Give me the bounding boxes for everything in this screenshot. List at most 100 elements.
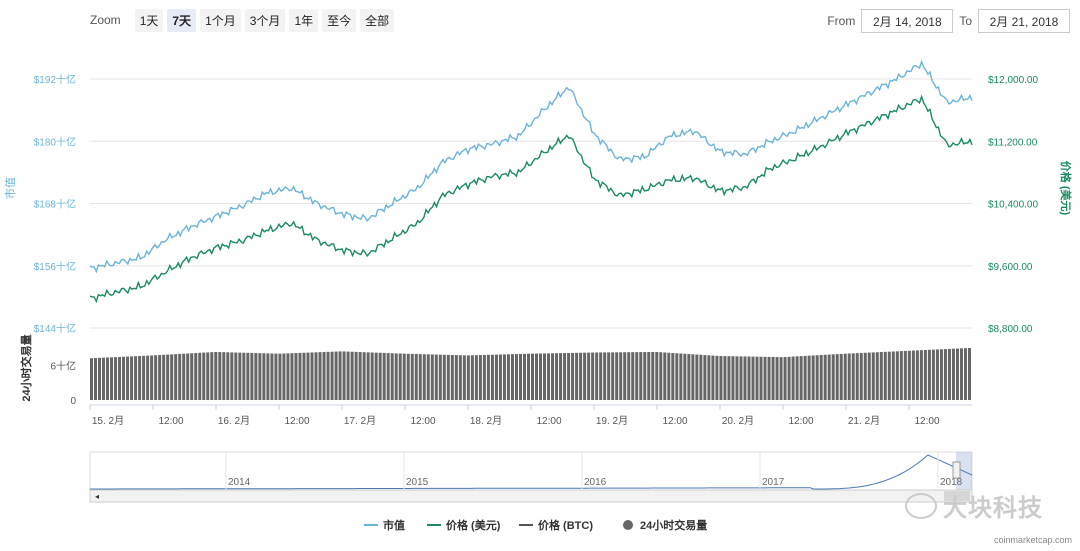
x-axis-tick-label: 20. 2月	[722, 415, 754, 427]
scroll-left-arrow-icon[interactable]: ◂	[95, 492, 99, 501]
volume-bar	[374, 352, 378, 400]
volume-bar	[262, 353, 266, 400]
volume-bar	[142, 355, 146, 400]
volume-bar	[631, 352, 635, 400]
volume-bar	[539, 353, 543, 400]
zoom-button-7d[interactable]: 7天	[167, 8, 197, 32]
volume-bar	[791, 356, 795, 400]
volume-bar	[334, 351, 338, 400]
volume-bar	[454, 355, 458, 400]
volume-bar	[759, 356, 763, 400]
volume-bar	[514, 354, 518, 400]
legend-item-market-cap[interactable]: 市值	[383, 518, 405, 532]
date-range: From To	[827, 9, 1070, 33]
right-axis-title: 价格 (美元)	[1059, 161, 1073, 216]
volume-bar	[771, 356, 775, 400]
navigator-handle-left[interactable]	[952, 461, 961, 479]
volume-bar	[803, 355, 807, 400]
volume-bar	[414, 354, 418, 400]
right-axis-tick-label: $12,000.00	[988, 75, 1038, 86]
volume-bar	[739, 356, 743, 400]
volume-bar	[122, 356, 126, 400]
to-date-input[interactable]	[978, 9, 1070, 33]
volume-bar	[438, 354, 442, 400]
x-axis-tick-label: 12:00	[158, 416, 183, 427]
legend-item-price-usd[interactable]: 价格 (美元)	[446, 518, 501, 532]
volume-bar	[711, 355, 715, 400]
axes: $144十亿 $156十亿 $168十亿 $180十亿 $192十亿 $8,800.00 $…	[34, 73, 1039, 427]
volume-bar	[318, 352, 322, 400]
volume-bar	[555, 353, 559, 400]
volume-bar	[430, 354, 434, 400]
volume-bar	[619, 352, 623, 400]
volume-bar	[242, 352, 246, 400]
legend-marker-volume	[623, 520, 633, 530]
volume-bar	[266, 353, 270, 400]
volume-bar	[835, 354, 839, 400]
legend-item-price-btc[interactable]: 价格 (BTC)	[538, 518, 593, 532]
volume-bar	[923, 350, 927, 400]
scrollbar-thumb[interactable]	[944, 491, 970, 501]
volume-bar	[342, 351, 346, 400]
legend-item-volume[interactable]: 24小时交易量	[640, 518, 707, 532]
navigator-year-label: 2015	[406, 477, 429, 488]
navigator-year-label: 2017	[762, 477, 785, 488]
x-axis-tick-label: 19. 2月	[596, 415, 628, 427]
volume-bar	[947, 348, 951, 400]
volume-bar	[326, 351, 330, 400]
volume-bar	[723, 356, 727, 400]
volume-bar	[783, 357, 787, 400]
volume-bar	[851, 353, 855, 400]
from-date-input[interactable]	[861, 9, 954, 33]
volume-bar	[446, 354, 450, 400]
zoom-button-ytd[interactable]: 至今	[322, 8, 357, 32]
navigator-scrollbar[interactable]	[89, 489, 973, 503]
zoom-button-1y[interactable]: 1年	[289, 8, 319, 32]
volume-bar	[663, 352, 667, 400]
zoom-button-1d[interactable]: 1天	[134, 8, 164, 32]
volume-bar	[506, 354, 510, 400]
volume-bar	[939, 349, 943, 400]
volume-bar	[106, 357, 110, 400]
volume-bar	[859, 352, 863, 400]
volume-bar	[595, 352, 599, 400]
volume-bar	[422, 354, 426, 400]
volume-bar	[935, 349, 939, 400]
navigator[interactable]: ◂	[89, 451, 973, 503]
volume-bar	[282, 353, 286, 400]
x-axis-tick-label: 16. 2月	[218, 415, 250, 427]
volume-bar	[639, 352, 643, 400]
source-credit: coinmarketcap.com	[993, 535, 1072, 545]
navigator-year-label: 2014	[228, 477, 251, 488]
volume-bar	[807, 355, 811, 400]
volume-bar	[863, 352, 867, 400]
volume-bar	[394, 353, 398, 400]
zoom-bar: Zoom 1天 7天 1个月 3个月 1年 至今 全部	[90, 8, 395, 32]
volume-bar	[338, 351, 342, 400]
volume-bar	[603, 352, 607, 400]
volume-bar	[559, 353, 563, 400]
volume-bar	[927, 349, 931, 400]
zoom-button-all[interactable]: 全部	[360, 8, 395, 32]
x-axis-tick-label: 21. 2月	[848, 415, 880, 427]
volume-bar	[450, 355, 454, 400]
volume-bar	[278, 353, 282, 400]
left-axis-tick-label: $192十亿	[34, 73, 76, 86]
volume-bar	[799, 356, 803, 400]
volume-bar	[182, 353, 186, 400]
volume-bar	[518, 353, 522, 400]
volume-bar	[543, 353, 547, 400]
volume-bar	[362, 352, 366, 400]
volume-bar	[747, 356, 751, 400]
zoom-button-3m[interactable]: 3个月	[244, 8, 286, 32]
volume-bar	[679, 353, 683, 400]
right-axis-tick-label: $10,400.00	[988, 200, 1038, 211]
watermark: 大块科技	[905, 488, 1043, 523]
volume-bar	[687, 354, 691, 400]
series-line-market-cap	[89, 59, 973, 274]
zoom-button-1m[interactable]: 1个月	[200, 8, 241, 32]
volume-bar	[186, 353, 190, 400]
volume-bar	[94, 358, 98, 400]
volume-bar	[767, 356, 771, 400]
volume-bar	[350, 351, 354, 400]
